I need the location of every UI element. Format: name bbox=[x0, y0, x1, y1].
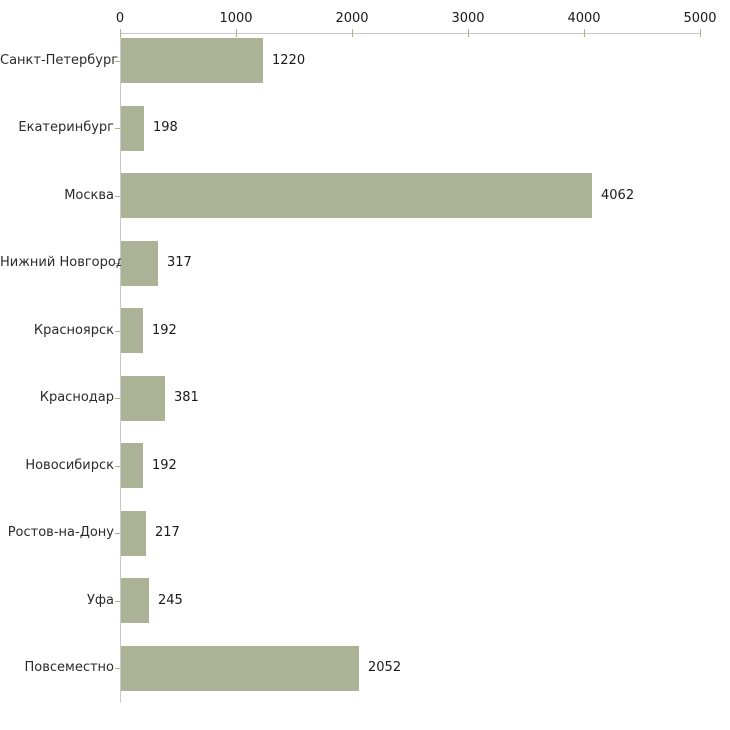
bar bbox=[121, 173, 592, 218]
value-label: 198 bbox=[153, 120, 178, 135]
category-label: Новосибирск bbox=[25, 457, 114, 473]
category-label: Уфа bbox=[86, 592, 114, 608]
x-axis-tick-label: 4000 bbox=[567, 11, 601, 26]
category-label: Ростов-на-Дону bbox=[7, 525, 114, 540]
category-label: Нижний Новгород bbox=[0, 255, 125, 270]
bar bbox=[121, 645, 359, 691]
category-tick bbox=[115, 533, 120, 534]
category-label: Екатеринбург bbox=[18, 120, 114, 135]
bar bbox=[121, 375, 165, 421]
x-axis-tick bbox=[120, 29, 121, 37]
bar bbox=[121, 105, 144, 151]
bar bbox=[121, 510, 146, 556]
x-axis-tick bbox=[468, 29, 469, 37]
category-tick bbox=[115, 128, 120, 129]
bar bbox=[121, 578, 149, 623]
x-axis-tick-label: 0 bbox=[115, 11, 125, 26]
value-label: 217 bbox=[155, 525, 180, 540]
x-axis-tick bbox=[584, 29, 585, 37]
category-label: Москва bbox=[64, 187, 114, 203]
value-label: 4062 bbox=[601, 187, 635, 203]
value-label: 381 bbox=[174, 390, 199, 405]
value-label: 317 bbox=[167, 255, 192, 270]
category-tick bbox=[115, 330, 120, 332]
y-axis-line bbox=[120, 33, 121, 703]
category-tick bbox=[115, 60, 120, 62]
category-label: Санкт-Петербург bbox=[0, 52, 119, 68]
category-tick bbox=[115, 465, 120, 467]
category-label: Повсеместно bbox=[24, 660, 114, 675]
category-tick bbox=[115, 263, 120, 264]
x-axis-tick-label: 3000 bbox=[451, 11, 485, 26]
x-axis-tick bbox=[236, 29, 237, 37]
x-axis-tick-label: 2000 bbox=[335, 11, 369, 26]
category-tick bbox=[115, 600, 120, 602]
bar bbox=[121, 240, 158, 286]
value-label: 2052 bbox=[368, 660, 402, 675]
bar bbox=[121, 308, 143, 353]
category-label: Краснодар bbox=[39, 390, 114, 405]
category-label: Красноярск bbox=[33, 322, 114, 338]
bar bbox=[121, 443, 143, 488]
value-label: 192 bbox=[152, 322, 177, 338]
category-tick bbox=[115, 195, 120, 197]
category-tick bbox=[115, 668, 120, 669]
value-label: 245 bbox=[158, 592, 183, 608]
x-axis-line bbox=[120, 33, 701, 34]
x-axis-tick-label: 5000 bbox=[683, 11, 717, 26]
bar bbox=[121, 38, 263, 83]
x-axis-tick bbox=[700, 29, 701, 37]
value-label: 192 bbox=[152, 457, 177, 473]
x-axis-tick bbox=[352, 29, 353, 37]
value-label: 1220 bbox=[272, 52, 306, 68]
category-tick bbox=[115, 398, 120, 399]
x-axis-tick-label: 1000 bbox=[219, 11, 253, 26]
